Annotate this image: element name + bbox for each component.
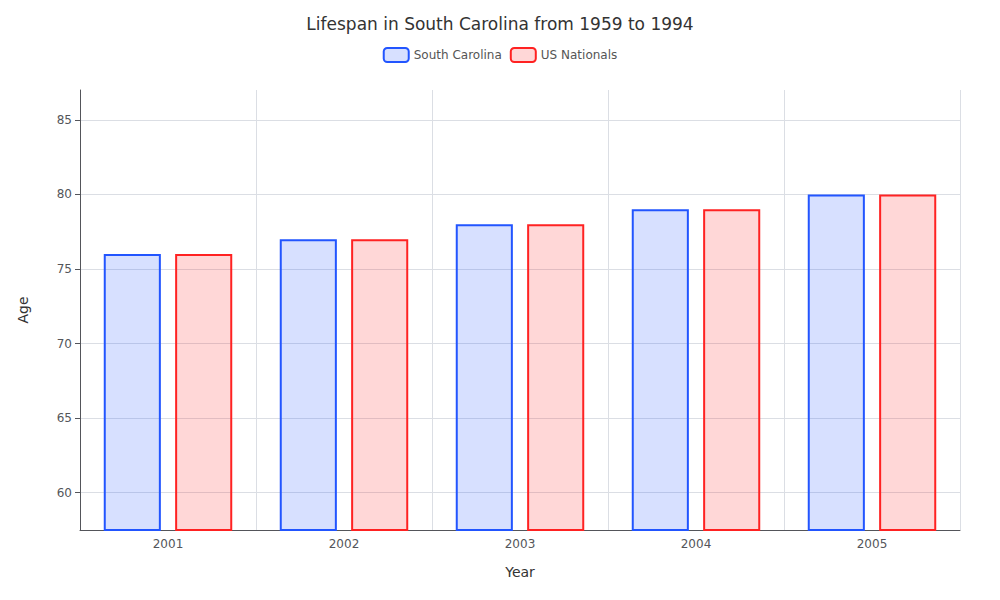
svg-text:2005: 2005 bbox=[857, 537, 888, 551]
svg-text:60: 60 bbox=[57, 486, 72, 500]
svg-text:75: 75 bbox=[57, 262, 72, 276]
svg-text:65: 65 bbox=[57, 411, 72, 425]
svg-text:2004: 2004 bbox=[681, 537, 712, 551]
svg-text:85: 85 bbox=[57, 113, 72, 127]
svg-text:80: 80 bbox=[57, 187, 72, 201]
svg-text:2002: 2002 bbox=[329, 537, 360, 551]
svg-text:2001: 2001 bbox=[153, 537, 184, 551]
svg-text:Lifespan in South Carolina fro: Lifespan in South Carolina from 1959 to … bbox=[306, 14, 693, 34]
svg-text:2003: 2003 bbox=[505, 537, 536, 551]
svg-text:South Carolina: South Carolina bbox=[414, 48, 502, 62]
svg-text:Year: Year bbox=[504, 564, 535, 580]
svg-text:US Nationals: US Nationals bbox=[541, 48, 617, 62]
svg-text:Age: Age bbox=[15, 296, 31, 323]
svg-text:70: 70 bbox=[57, 337, 72, 351]
